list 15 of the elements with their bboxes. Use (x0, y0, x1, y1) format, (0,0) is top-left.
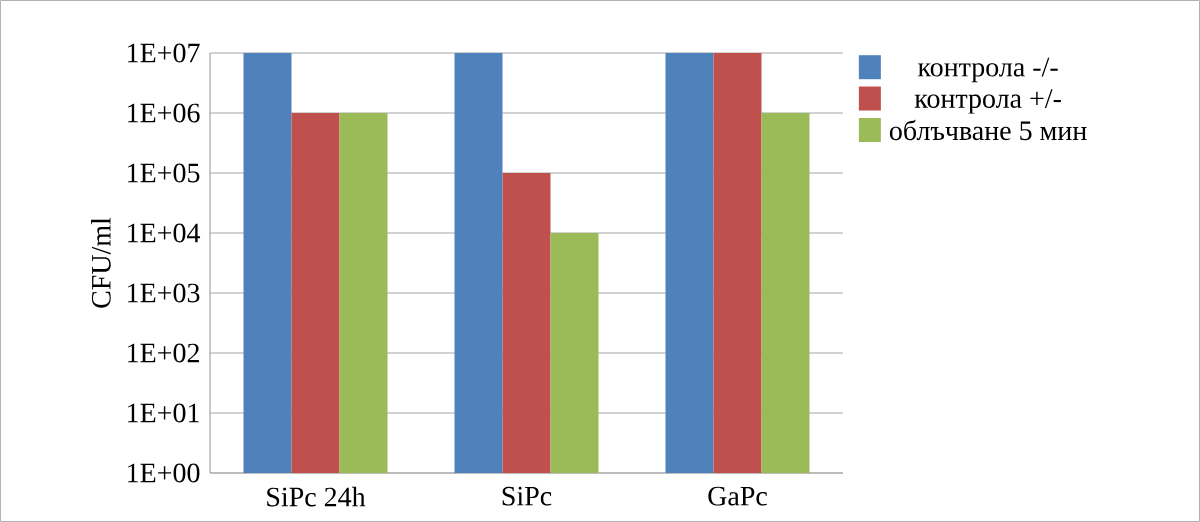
y-tick-label: 1E+02 (128, 343, 199, 363)
y-tick-label: 1E+06 (128, 103, 200, 123)
y-tick-label: 1E+05 (128, 163, 200, 183)
y-tick-label: 1E+04 (128, 223, 201, 243)
y-axis-title: CFU/ml (91, 217, 111, 308)
y-tick-label: 1E+01 (128, 403, 199, 423)
x-tick-label: SiPc (502, 486, 552, 506)
x-tick-label: SiPc 24h (267, 486, 366, 507)
y-tick-label: 1E+00 (128, 463, 200, 483)
legend-label: контрола -/- (917, 57, 1058, 83)
legend-label: облъчване 5 мин (889, 119, 1087, 141)
y-tick-label: 1E+07 (128, 43, 200, 63)
y-tick-label: 1E+03 (128, 283, 200, 303)
legend-label: контрола +/- (914, 89, 1061, 114)
x-tick-label: GaPc (708, 486, 767, 506)
